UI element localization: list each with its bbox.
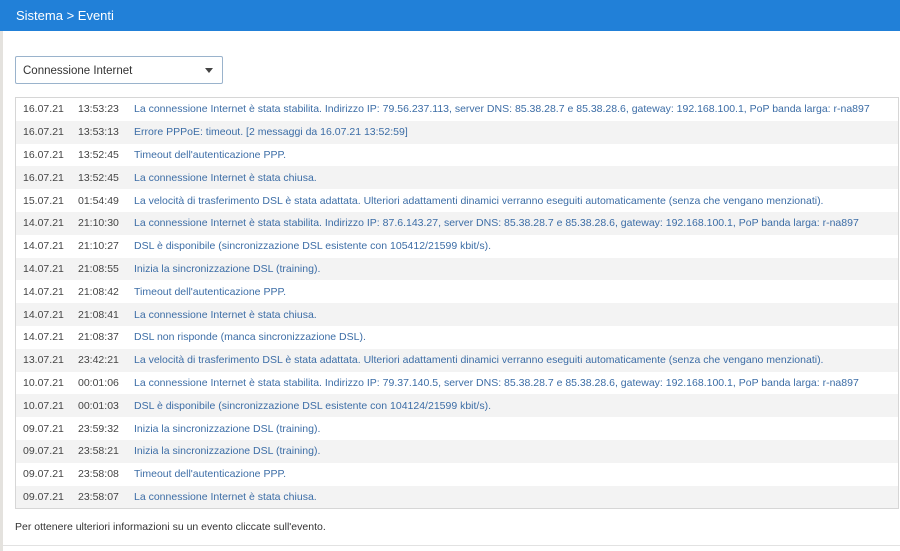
event-time: 13:52:45: [78, 148, 119, 161]
event-time: 21:08:55: [78, 262, 119, 275]
event-row[interactable]: 15.07.21 01:54:49 La velocità di trasferim…: [16, 189, 898, 212]
event-date: 14.07.21: [23, 262, 64, 275]
event-row[interactable]: 14.07.21 21:08:41 La connessione Internet …: [16, 303, 898, 326]
event-row[interactable]: 13.07.21 23:42:21 La velocità di trasferim…: [16, 348, 898, 372]
event-date: 14.07.21: [23, 331, 64, 344]
event-row[interactable]: 10.07.21 00:01:03 DSL è disponibile (sincr…: [16, 394, 898, 418]
event-message: DSL è disponibile (sincronizzazione DSL …: [134, 399, 492, 412]
events-table: 16.07.21 13:53:23 La connessione Internet …: [15, 97, 899, 510]
event-date: 16.07.21: [23, 148, 64, 161]
breadcrumb-text: Sistema > Eventi: [16, 8, 114, 23]
event-row[interactable]: 09.07.21 23:59:32 Inizia la sincronizzazio…: [16, 417, 898, 440]
event-message: La connessione Internet è stata chiusa.: [134, 308, 317, 321]
event-date: 14.07.21: [23, 285, 64, 298]
chevron-down-icon: [205, 68, 213, 73]
event-date: 16.07.21: [23, 126, 64, 139]
event-time: 21:08:42: [78, 285, 119, 298]
event-message: La connessione Internet è stata stabilit…: [134, 376, 859, 389]
event-message: La velocità di trasferimento DSL è stata…: [134, 194, 824, 207]
event-message: DSL è disponibile (sincronizzazione DSL …: [134, 240, 492, 253]
event-date: 09.07.21: [23, 445, 64, 458]
event-row[interactable]: 10.07.21 00:01:06 La connessione Internet …: [16, 372, 898, 395]
event-time: 01:54:49: [78, 194, 119, 207]
left-border: [0, 31, 3, 551]
event-date: 10.07.21: [23, 399, 64, 412]
event-date: 09.07.21: [23, 468, 64, 481]
event-time: 13:53:23: [78, 103, 119, 116]
event-date: 09.07.21: [23, 422, 64, 435]
event-date: 09.07.21: [23, 490, 64, 503]
event-date: 16.07.21: [23, 171, 64, 184]
event-row[interactable]: 16.07.21 13:53:13 Errore PPPoE: timeout. […: [16, 120, 898, 144]
event-time: 23:58:08: [78, 468, 119, 481]
event-date: 15.07.21: [23, 194, 64, 207]
event-date: 13.07.21: [23, 354, 64, 367]
event-row[interactable]: 14.07.21 21:10:30 La connessione Internet …: [16, 211, 898, 235]
event-date: 16.07.21: [23, 103, 64, 116]
event-message: La connessione Internet è stata chiusa.: [134, 171, 317, 184]
event-time: 23:42:21: [78, 354, 119, 367]
event-message: Inizia la sincronizzazione DSL (training…: [134, 445, 321, 458]
event-time: 21:08:37: [78, 331, 119, 344]
event-date: 10.07.21: [23, 376, 64, 389]
event-filter-select[interactable]: Connessione Internet: [15, 56, 223, 84]
event-row[interactable]: 14.07.21 21:08:55 Inizia la sincronizzazio…: [16, 257, 898, 281]
event-message: Timeout dell'autenticazione PPP.: [134, 285, 287, 298]
event-time: 13:52:45: [78, 171, 119, 184]
event-row[interactable]: 14.07.21 21:08:37 DSL non risponde (manca …: [16, 326, 898, 349]
event-message: Errore PPPoE: timeout. [2 messaggi da 16…: [134, 126, 408, 139]
event-row[interactable]: 09.07.21 23:58:08 Timeout dell'autenticazi…: [16, 463, 898, 486]
event-message: Inizia la sincronizzazione DSL (training…: [134, 422, 321, 435]
event-row[interactable]: 09.07.21 23:58:21 Inizia la sincronizzazio…: [16, 439, 898, 463]
event-date: 14.07.21: [23, 308, 64, 321]
footer-hint: Per ottenere ulteriori informazioni su u…: [15, 521, 326, 533]
event-row[interactable]: 16.07.21 13:52:45 La connessione Internet …: [16, 166, 898, 190]
event-time: 23:59:32: [78, 422, 119, 435]
event-date: 14.07.21: [23, 217, 64, 230]
event-message: La connessione Internet è stata chiusa.: [134, 490, 317, 503]
event-message: DSL non risponde (manca sincronizzazione…: [134, 331, 366, 344]
event-time: 21:10:27: [78, 240, 119, 253]
event-row[interactable]: 14.07.21 21:10:27 DSL è disponibile (sincr…: [16, 235, 898, 258]
event-message: Timeout dell'autenticazione PPP.: [134, 468, 287, 481]
event-time: 21:10:30: [78, 217, 119, 230]
event-time: 23:58:21: [78, 445, 119, 458]
breadcrumb: Sistema > Eventi: [0, 0, 900, 31]
event-filter-value: Connessione Internet: [23, 65, 133, 77]
event-row[interactable]: 16.07.21 13:52:45 Timeout dell'autenticazi…: [16, 144, 898, 167]
divider: [3, 545, 900, 546]
event-time: 23:58:07: [78, 490, 119, 503]
event-message: Timeout dell'autenticazione PPP.: [134, 148, 287, 161]
event-time: 00:01:03: [78, 399, 119, 412]
event-row[interactable]: 09.07.21 23:58:07 La connessione Internet …: [16, 485, 898, 509]
event-message: La connessione Internet è stata stabilit…: [134, 103, 870, 116]
event-time: 13:53:13: [78, 126, 119, 139]
event-message: La velocità di trasferimento DSL è stata…: [134, 354, 824, 367]
event-time: 00:01:06: [78, 376, 119, 389]
event-date: 14.07.21: [23, 240, 64, 253]
event-time: 21:08:41: [78, 308, 119, 321]
event-row[interactable]: 16.07.21 13:53:23 La connessione Internet …: [16, 98, 898, 121]
event-row[interactable]: 14.07.21 21:08:42 Timeout dell'autenticazi…: [16, 280, 898, 303]
event-message: Inizia la sincronizzazione DSL (training…: [134, 262, 321, 275]
event-message: La connessione Internet è stata stabilit…: [134, 217, 859, 230]
